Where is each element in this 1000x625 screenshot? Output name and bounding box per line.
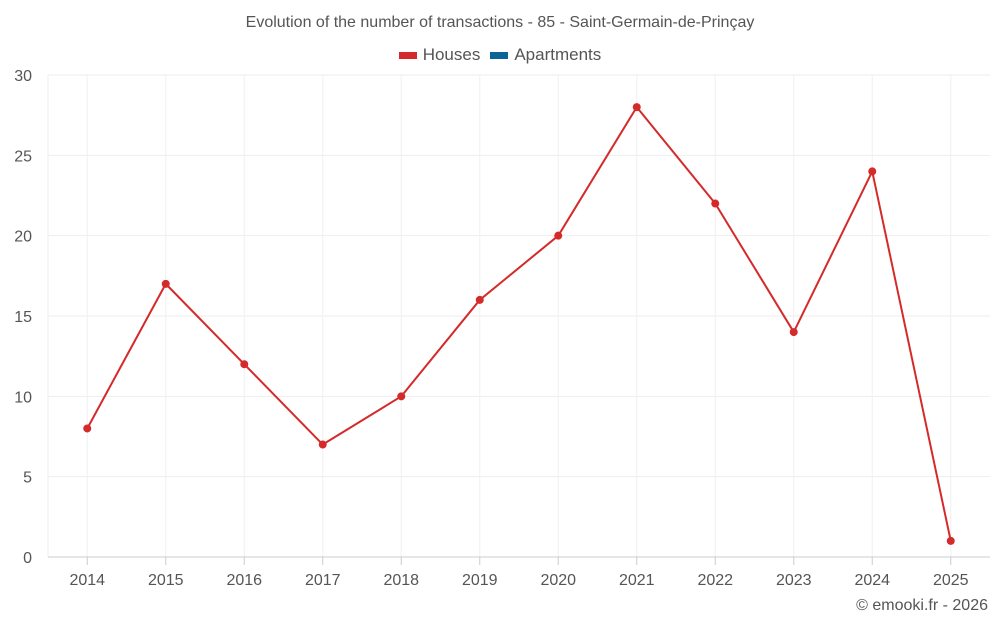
chart-legend: Houses Apartments xyxy=(0,45,1000,65)
data-point-houses-2020[interactable] xyxy=(554,231,563,240)
data-point-houses-2019[interactable] xyxy=(475,295,484,304)
legend-swatch-houses xyxy=(398,51,417,59)
x-tick-label-2016: 2016 xyxy=(226,572,262,589)
data-point-houses-2021[interactable] xyxy=(632,103,641,112)
x-tick-label-2021: 2021 xyxy=(619,572,655,589)
x-tick-label-2019: 2019 xyxy=(462,572,498,589)
data-point-houses-2017[interactable] xyxy=(318,440,327,449)
data-point-houses-2025[interactable] xyxy=(946,536,955,545)
legend-item-houses[interactable]: Houses xyxy=(398,45,481,65)
x-tick-label-2023: 2023 xyxy=(776,572,812,589)
y-tick-label-3: 15 xyxy=(14,309,32,326)
data-point-houses-2024[interactable] xyxy=(868,167,877,176)
data-point-houses-2014[interactable] xyxy=(83,424,92,433)
y-tick-label-1: 5 xyxy=(23,470,32,487)
copyright-footer: © emooki.fr - 2026 xyxy=(856,597,988,614)
x-tick-label-2017: 2017 xyxy=(305,572,341,589)
x-tick-label-2018: 2018 xyxy=(383,572,419,589)
data-point-houses-2015[interactable] xyxy=(161,279,170,288)
y-tick-label-0: 0 xyxy=(23,550,32,567)
y-tick-label-6: 30 xyxy=(14,68,32,85)
chart-title: Evolution of the number of transactions … xyxy=(245,14,755,31)
legend-label-apartments: Apartments xyxy=(514,45,602,64)
legend-swatch-apartments xyxy=(490,51,509,59)
data-point-houses-2016[interactable] xyxy=(240,360,249,369)
data-point-houses-2023[interactable] xyxy=(789,328,798,337)
data-point-houses-2022[interactable] xyxy=(711,199,720,208)
data-point-houses-2018[interactable] xyxy=(397,392,406,401)
x-tick-label-2015: 2015 xyxy=(148,572,184,589)
series-line-houses xyxy=(86,106,952,542)
y-tick-label-4: 20 xyxy=(14,229,32,246)
legend-item-apartments[interactable]: Apartments xyxy=(490,45,601,65)
y-tick-label-2: 10 xyxy=(14,389,32,406)
x-tick-label-2014: 2014 xyxy=(69,572,105,589)
legend-label-houses: Houses xyxy=(422,45,481,64)
x-tick-label-2025: 2025 xyxy=(933,572,969,589)
x-tick-label-2024: 2024 xyxy=(854,572,890,589)
y-tick-label-5: 25 xyxy=(14,148,32,165)
x-tick-label-2022: 2022 xyxy=(697,572,733,589)
x-tick-label-2020: 2020 xyxy=(540,572,576,589)
